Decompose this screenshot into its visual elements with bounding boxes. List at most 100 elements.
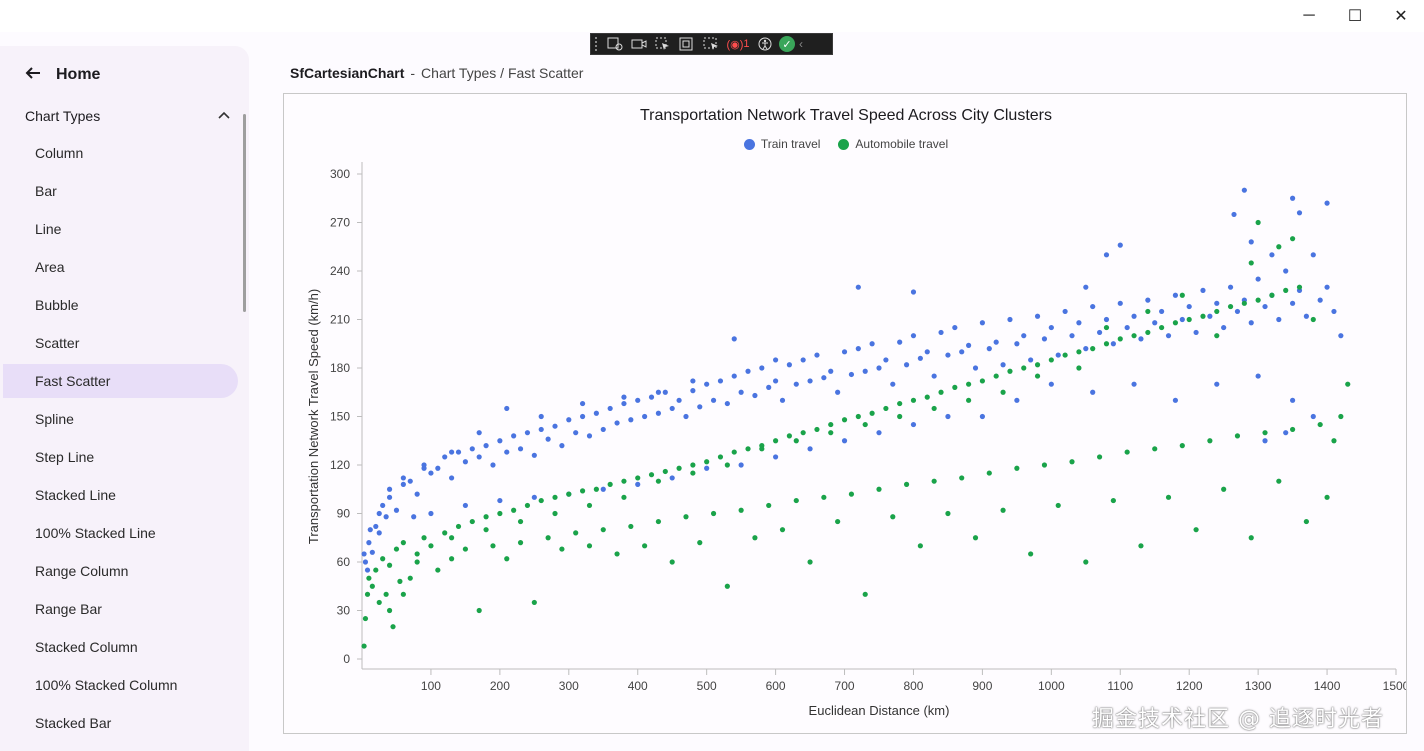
sidebar-item-spline[interactable]: Spline [35,411,74,427]
automobile-point [635,475,641,481]
maximize-button[interactable]: ☐ [1332,0,1378,32]
train-point [362,559,369,565]
train-point [1110,341,1116,347]
train-point [386,486,393,492]
automobile-point [876,486,882,492]
train-point [373,523,379,530]
sidebar-item-scatter[interactable]: Scatter [35,335,80,351]
automobile-point [1117,336,1123,342]
sidebar-item-stacked-bar[interactable]: Stacked Bar [35,715,112,731]
train-point [469,446,475,452]
x-tick-label: 300 [559,679,579,693]
legend-label-automobile: Automobile travel [855,137,949,151]
binding-failures-icon[interactable]: (◉) 1 [726,38,750,51]
train-point [538,426,544,433]
automobile-point [759,446,765,452]
automobile-point [697,540,703,546]
automobile-point [483,514,489,520]
train-point [807,378,813,384]
automobile-point [469,518,475,525]
train-point [848,371,855,378]
train-point [1055,352,1061,358]
automobile-point [1227,303,1234,310]
chart-types-group[interactable]: Chart Types [25,108,230,124]
train-point [1179,316,1185,323]
train-point [462,459,468,465]
automobile-point [690,462,696,468]
track-focus-icon[interactable] [701,36,721,52]
train-point [407,478,413,484]
accessibility-icon[interactable] [755,36,775,52]
train-point [1041,336,1048,342]
checkmark-icon[interactable]: ✓ [779,36,795,52]
train-point [428,510,434,517]
automobile-point [390,624,396,630]
automobile-point [966,397,972,403]
close-button[interactable]: ✕ [1378,0,1424,32]
automobile-point [373,567,379,573]
legend-item-train[interactable]: Train travel [743,137,820,151]
sidebar-item-column[interactable]: Column [35,145,84,161]
train-point [1290,397,1296,403]
train-point [655,389,662,395]
home-link[interactable]: Home [24,64,100,85]
automobile-point [855,413,861,420]
automobile-point [828,421,834,428]
train-point [1083,284,1089,290]
live-tree-icon[interactable] [605,36,625,52]
automobile-point [538,497,544,504]
train-point [1131,381,1137,387]
legend-item-automobile[interactable]: Automobile travel [838,137,948,151]
automobile-point [959,475,965,481]
automobile-point [1055,502,1061,509]
automobile-point [386,562,393,568]
sidebar-item-range-bar[interactable]: Range Bar [35,601,102,617]
train-point [1014,397,1020,403]
train-point [738,462,744,468]
sidebar-item-bubble[interactable]: Bubble [35,297,79,313]
automobile-point [1034,362,1041,368]
automobile-point [449,535,455,541]
automobile-point [883,405,889,412]
train-point [676,397,682,403]
sidebar-scrollbar[interactable] [243,114,246,312]
sidebar-item-step-line[interactable]: Step Line [35,449,95,465]
automobile-point [690,470,696,476]
automobile-point [1186,316,1192,323]
video-icon[interactable] [629,36,649,52]
automobile-point [421,535,427,541]
automobile-point [800,430,806,436]
minimize-button[interactable]: ─ [1286,0,1332,32]
automobile-point [731,449,737,455]
train-point [897,339,903,345]
sidebar-item-area[interactable]: Area [35,259,65,275]
automobile-point [1152,446,1158,452]
layout-adorner-icon[interactable] [677,36,697,52]
automobile-point [586,502,593,509]
train-point [1255,276,1261,282]
train-point [455,449,462,455]
sidebar-item-stacked-column[interactable]: Stacked Column [35,639,138,655]
train-point [1014,341,1020,347]
automobile-point [1179,443,1185,449]
train-point [1048,324,1054,331]
train-point [745,368,751,374]
train-point [490,462,496,468]
sidebar-item-bar[interactable]: Bar [35,183,57,199]
select-element-icon[interactable] [653,36,673,52]
automobile-point [1303,518,1309,525]
sidebar-item-100-stacked-column[interactable]: 100% Stacked Column [35,677,178,693]
train-point [876,365,882,371]
sidebar-item-range-column[interactable]: Range Column [35,563,129,579]
sidebar-item-line[interactable]: Line [35,221,62,237]
sidebar-item-fast-scatter[interactable]: Fast Scatter [3,364,238,398]
automobile-point [931,478,937,484]
breadcrumb-root: SfCartesianChart [290,65,405,81]
collapse-icon[interactable]: ‹ [799,37,803,51]
grip-handle[interactable] [595,37,601,51]
automobile-point [366,575,372,581]
y-tick-label: 300 [330,167,350,181]
sidebar-item-stacked-line[interactable]: Stacked Line [35,487,116,503]
train-point [1103,252,1110,258]
sidebar-item-100-stacked-line[interactable]: 100% Stacked Line [35,525,156,541]
